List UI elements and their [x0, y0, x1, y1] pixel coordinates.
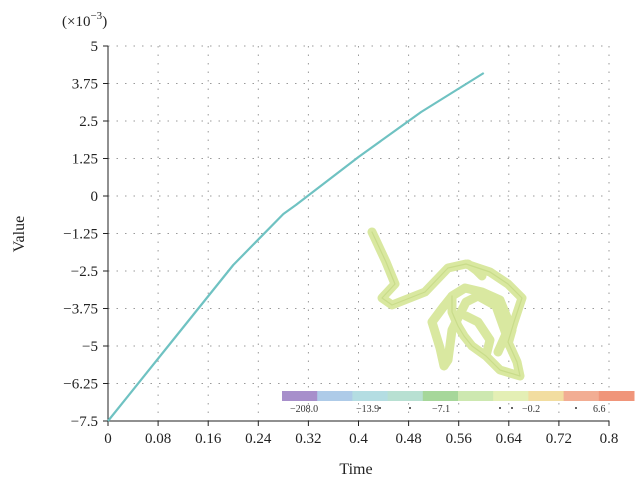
colorbar-label-3: −7.1	[432, 404, 450, 415]
x-tick-label: 0.56	[446, 431, 473, 447]
y-axis-title: Value	[11, 216, 28, 252]
x-tick-label: 0.08	[145, 431, 171, 447]
y-tick-label: −1.25	[63, 227, 98, 243]
colorbar-segment	[563, 391, 600, 401]
colorbar	[282, 391, 635, 409]
x-tick-label: 0.24	[245, 431, 272, 447]
y-tick-label: −5	[82, 339, 98, 355]
series-line	[107, 72, 485, 422]
colorbar-dot	[511, 407, 513, 409]
y-tick-label: 3.75	[72, 77, 98, 93]
colorbar-label-1: −208.0	[290, 404, 318, 415]
colorbar-label-4: −0.2	[522, 404, 540, 415]
colorbar-segment	[282, 391, 318, 401]
colorbar-segment	[598, 391, 635, 401]
y-tick-label: −3.75	[63, 302, 98, 318]
colorbar-segment	[317, 391, 353, 401]
x-tick-label: 0.72	[546, 431, 572, 447]
colorbar-dot	[575, 407, 577, 409]
x-tick-label: 0.32	[295, 431, 321, 447]
y-tick-label: 0	[91, 189, 99, 205]
y-tick-label: −7.5	[71, 414, 98, 430]
x-tick-label: 0.4	[349, 431, 368, 447]
y-tick-label: −6.25	[63, 377, 98, 393]
inset-mesh-outline	[371, 231, 523, 377]
colorbar-segment	[493, 391, 529, 401]
colorbar-segment	[528, 391, 565, 401]
x-tick-label: 0.48	[395, 431, 421, 447]
colorbar-dot	[409, 407, 411, 409]
colorbar-label-5: 6.6	[593, 404, 606, 415]
y-tick-label: −2.5	[71, 264, 98, 280]
y-tick-label: 5	[91, 39, 99, 55]
y-scale-multiplier: (×10−3)	[62, 10, 107, 30]
colorbar-segment	[422, 391, 459, 401]
colorbar-label-2: −13.9	[356, 404, 379, 415]
x-axis-title: Time	[339, 461, 372, 478]
inset-mesh-figure	[367, 227, 527, 381]
y-tick-label: 1.25	[72, 152, 98, 168]
colorbar-dot	[379, 407, 381, 409]
colorbar-dot	[499, 407, 501, 409]
y-tick-label: 2.5	[79, 114, 98, 130]
grid-lines	[108, 45, 610, 421]
tick-labels: 0 0.08 0.16 0.24 0.32 0.4 0.48 0.56 0.64 0.72 0.8 5…	[63, 39, 618, 447]
x-tick-label: 0.8	[600, 431, 619, 447]
x-tick-label: 0	[104, 431, 112, 447]
colorbar-labels: −208.0 −13.9 −7.1 −0.2 6.6	[290, 404, 606, 415]
colorbar-segment	[352, 391, 389, 401]
axis-ticks	[103, 45, 610, 426]
colorbar-segment	[387, 391, 424, 401]
x-tick-label: 0.16	[195, 431, 222, 447]
colorbar-segment	[458, 391, 494, 401]
x-tick-label: 0.64	[496, 431, 523, 447]
